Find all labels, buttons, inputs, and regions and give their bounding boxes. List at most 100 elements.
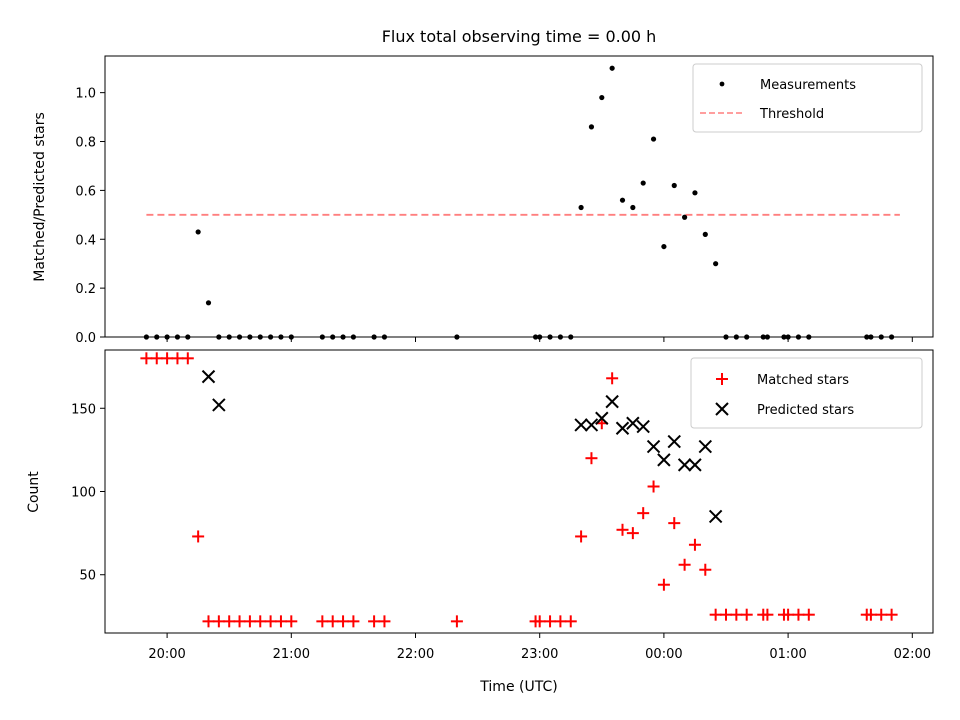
predicted-star-marker — [626, 416, 640, 430]
matched-star-marker — [161, 352, 174, 365]
matched-star-marker — [626, 527, 639, 540]
matched-star-marker — [720, 608, 732, 621]
top-data-layer — [143, 65, 900, 340]
legend-predicted-label: Predicted stars — [757, 403, 854, 418]
matched-star-marker — [274, 615, 287, 628]
matched-star-marker — [688, 538, 701, 551]
predicted-star-marker — [615, 421, 630, 435]
matched-star-marker — [171, 352, 184, 365]
predicted-star-marker — [708, 509, 723, 524]
top-legend-box — [692, 63, 923, 133]
matched-star-marker — [254, 615, 267, 628]
measurement-point — [713, 261, 719, 267]
measurement-point — [692, 190, 698, 196]
measurement-point — [661, 243, 667, 250]
predicted-star-marker — [688, 458, 702, 472]
measurement-point — [671, 182, 677, 189]
bottom-y-tick-label: 50 — [79, 569, 96, 584]
top-y-tick-label: 1.0 — [75, 87, 96, 102]
predicted-star-marker — [574, 418, 588, 432]
predicted-star-marker — [677, 458, 692, 472]
measurement-point — [578, 204, 584, 211]
matched-star-marker — [243, 615, 256, 628]
matched-star-marker — [616, 523, 629, 536]
legend-predicted-marker — [715, 402, 729, 416]
top-legend: Measurements Threshold — [692, 63, 923, 133]
matched-star-marker — [761, 608, 774, 621]
matched-star-marker — [647, 480, 660, 493]
matched-star-marker — [885, 608, 898, 621]
predicted-star-marker — [667, 434, 681, 449]
predicted-star-marker — [584, 418, 599, 432]
chart-title: Flux total observing time = 0.00 h — [382, 27, 657, 46]
measurement-point — [650, 136, 657, 142]
measurement-point — [619, 197, 626, 203]
x-tick-label: 00:00 — [645, 647, 682, 662]
measurement-point — [640, 180, 646, 186]
top-y-tick-label: 0.8 — [75, 136, 96, 151]
matched-star-marker — [140, 352, 153, 365]
matched-star-marker — [564, 615, 577, 628]
matched-star-marker — [575, 530, 588, 543]
matched-star-marker — [637, 507, 650, 520]
x-tick-label: 23:00 — [521, 647, 558, 662]
matched-star-marker — [223, 615, 236, 628]
legend-matched-label: Matched stars — [757, 373, 849, 388]
matched-star-marker — [285, 615, 298, 628]
matched-star-marker — [657, 578, 670, 591]
measurement-point — [682, 214, 688, 220]
predicted-star-marker — [212, 398, 226, 412]
matched-star-marker — [606, 372, 619, 385]
matched-star-marker — [699, 563, 712, 576]
bottom-y-tick-label: 100 — [71, 486, 96, 501]
matched-star-marker — [585, 452, 598, 465]
matched-star-marker — [378, 615, 391, 628]
matched-star-marker — [368, 615, 381, 628]
top-y-tick-label: 0.6 — [75, 184, 96, 199]
top-y-tick-label: 0.4 — [75, 233, 96, 248]
matched-star-marker — [316, 615, 329, 628]
x-tick-label: 01:00 — [769, 647, 806, 662]
predicted-star-marker — [657, 453, 671, 467]
measurement-point — [609, 65, 615, 71]
predicted-star-marker — [595, 411, 609, 425]
bottom-legend: Matched stars Predicted stars — [690, 357, 923, 429]
matched-star-marker — [875, 608, 888, 621]
x-tick-label: 21:00 — [273, 647, 310, 662]
bottom-legend-box — [690, 357, 923, 429]
predicted-star-marker — [646, 439, 661, 454]
x-tick-label: 20:00 — [148, 647, 185, 662]
predicted-star-marker — [201, 369, 216, 384]
bottom-y-tick-label: 150 — [71, 402, 96, 417]
matched-star-marker — [730, 608, 743, 621]
legend-threshold-label: Threshold — [759, 107, 824, 122]
bottom-axis-ticks: 20:00 21:00 22:00 23:00 00:00 01:00 02:00 50 100… — [71, 402, 931, 662]
top-plot-frame — [104, 55, 934, 338]
top-panel: Flux total observing time = 0.00 h 0.00.… — [32, 27, 934, 346]
matched-star-marker — [150, 352, 163, 365]
top-y-axis-label: Matched/Predicted stars — [32, 112, 48, 282]
top-y-tick-label: 0.0 — [75, 331, 96, 346]
legend-measurements-marker — [719, 81, 725, 87]
bottom-panel: 20:00 21:00 22:00 23:00 00:00 01:00 02:00 50 100… — [26, 349, 934, 695]
x-axis-label: Time (UTC) — [479, 679, 557, 695]
bottom-plot-frame — [104, 349, 934, 634]
top-y-tick-label: 0.2 — [75, 282, 96, 297]
predicted-star-marker — [636, 419, 650, 434]
matched-star-marker — [544, 615, 557, 628]
predicted-star-marker — [605, 394, 619, 409]
matched-star-marker — [533, 615, 546, 628]
x-tick-label: 22:00 — [397, 647, 434, 662]
matched-star-marker — [347, 615, 360, 628]
measurement-point — [588, 124, 595, 130]
measurement-point — [630, 204, 636, 211]
matched-star-marker — [782, 608, 795, 621]
matched-star-marker — [181, 352, 194, 365]
top-axis-ticks: 0.0 0.2 0.4 0.6 0.8 1.0 — [75, 87, 913, 346]
bottom-data-layer — [140, 352, 898, 628]
matched-star-marker — [802, 608, 815, 621]
matched-star-marker — [326, 615, 339, 628]
matched-star-marker — [337, 615, 350, 628]
predicted-star-marker — [698, 439, 713, 454]
